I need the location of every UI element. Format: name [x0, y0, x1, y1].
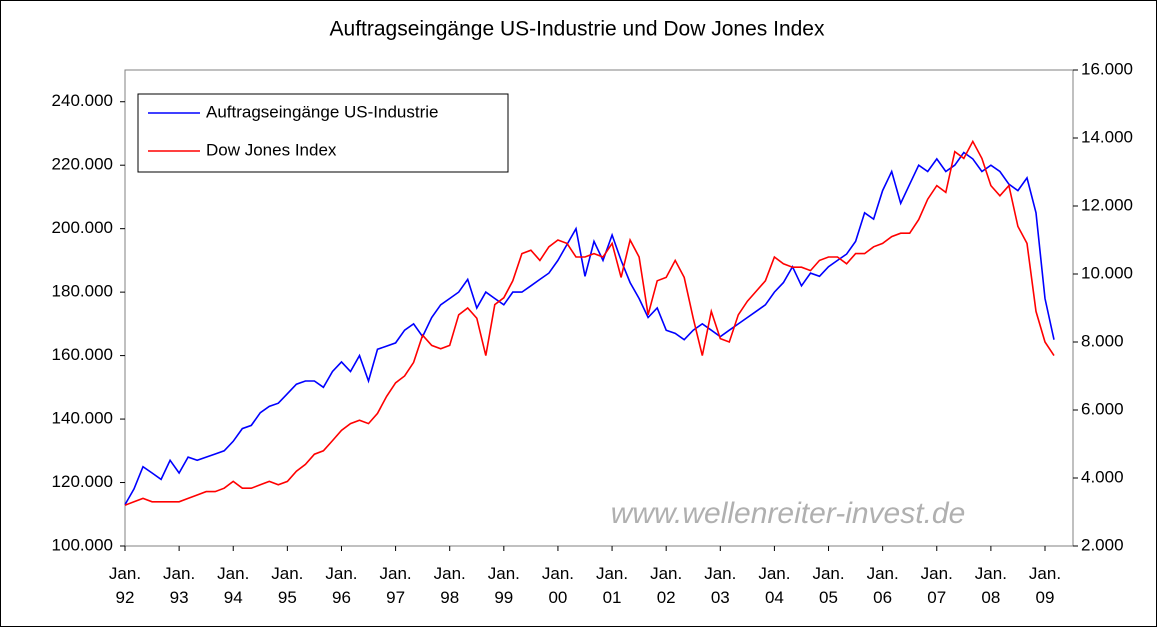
- y-tick-label: 240.000: [52, 91, 113, 110]
- y2-tick-label: 6.000: [1081, 399, 1124, 418]
- x-tick-label: Jan. 04: [758, 564, 791, 607]
- legend-label: Dow Jones Index: [206, 140, 337, 159]
- x-tick-label: Jan. 01: [595, 564, 629, 607]
- y-tick-label: 220.000: [52, 155, 113, 174]
- x-tick-label: Jan. 98: [433, 564, 466, 607]
- x-tick-label: Jan. 03: [704, 564, 737, 607]
- x-tick-label: Jan. 08: [974, 564, 1007, 607]
- x-tick-label: Jan. 06: [866, 564, 899, 607]
- x-tick-label: Jan. 05: [812, 564, 845, 607]
- x-tick-label: Jan. 09: [1028, 564, 1062, 607]
- y2-tick-label: 12.000: [1081, 195, 1133, 214]
- x-tick-label: Jan. 07: [920, 564, 953, 607]
- x-tick-label: Jan. 93: [163, 564, 196, 607]
- y-tick-label: 140.000: [52, 409, 113, 428]
- y2-tick-label: 14.000: [1081, 127, 1133, 146]
- y-tick-label: 160.000: [52, 345, 113, 364]
- x-tick-label: Jan. 99: [487, 564, 520, 607]
- x-tick-label: Jan. 00: [541, 564, 574, 607]
- y-tick-label: 120.000: [52, 472, 113, 491]
- x-tick-label: Jan. 02: [650, 564, 683, 607]
- watermark: www.wellenreiter-invest.de: [611, 497, 966, 530]
- y2-tick-label: 2.000: [1081, 535, 1124, 554]
- chart-title: Auftragseingänge US-Industrie und Dow Jo…: [330, 18, 825, 41]
- x-tick-label: Jan. 95: [271, 564, 304, 607]
- x-tick-label: Jan. 96: [325, 564, 358, 607]
- y2-tick-label: 10.000: [1081, 263, 1133, 282]
- x-tick-label: Jan. 94: [217, 564, 250, 607]
- y-tick-label: 100.000: [52, 535, 113, 554]
- x-tick-label: Jan. 92: [108, 564, 142, 607]
- line-series: [124, 151, 1055, 506]
- legend-label: Auftragseingänge US-Industrie: [206, 102, 438, 121]
- x-tick-label: Jan. 97: [379, 564, 412, 607]
- y2-tick-label: 16.000: [1081, 59, 1133, 78]
- line-series: [124, 139, 1055, 506]
- y2-tick-label: 4.000: [1081, 467, 1124, 486]
- y2-tick-label: 8.000: [1081, 331, 1124, 350]
- legend-box: [137, 93, 509, 173]
- y-tick-label: 200.000: [52, 218, 113, 237]
- y-tick-label: 180.000: [52, 282, 113, 301]
